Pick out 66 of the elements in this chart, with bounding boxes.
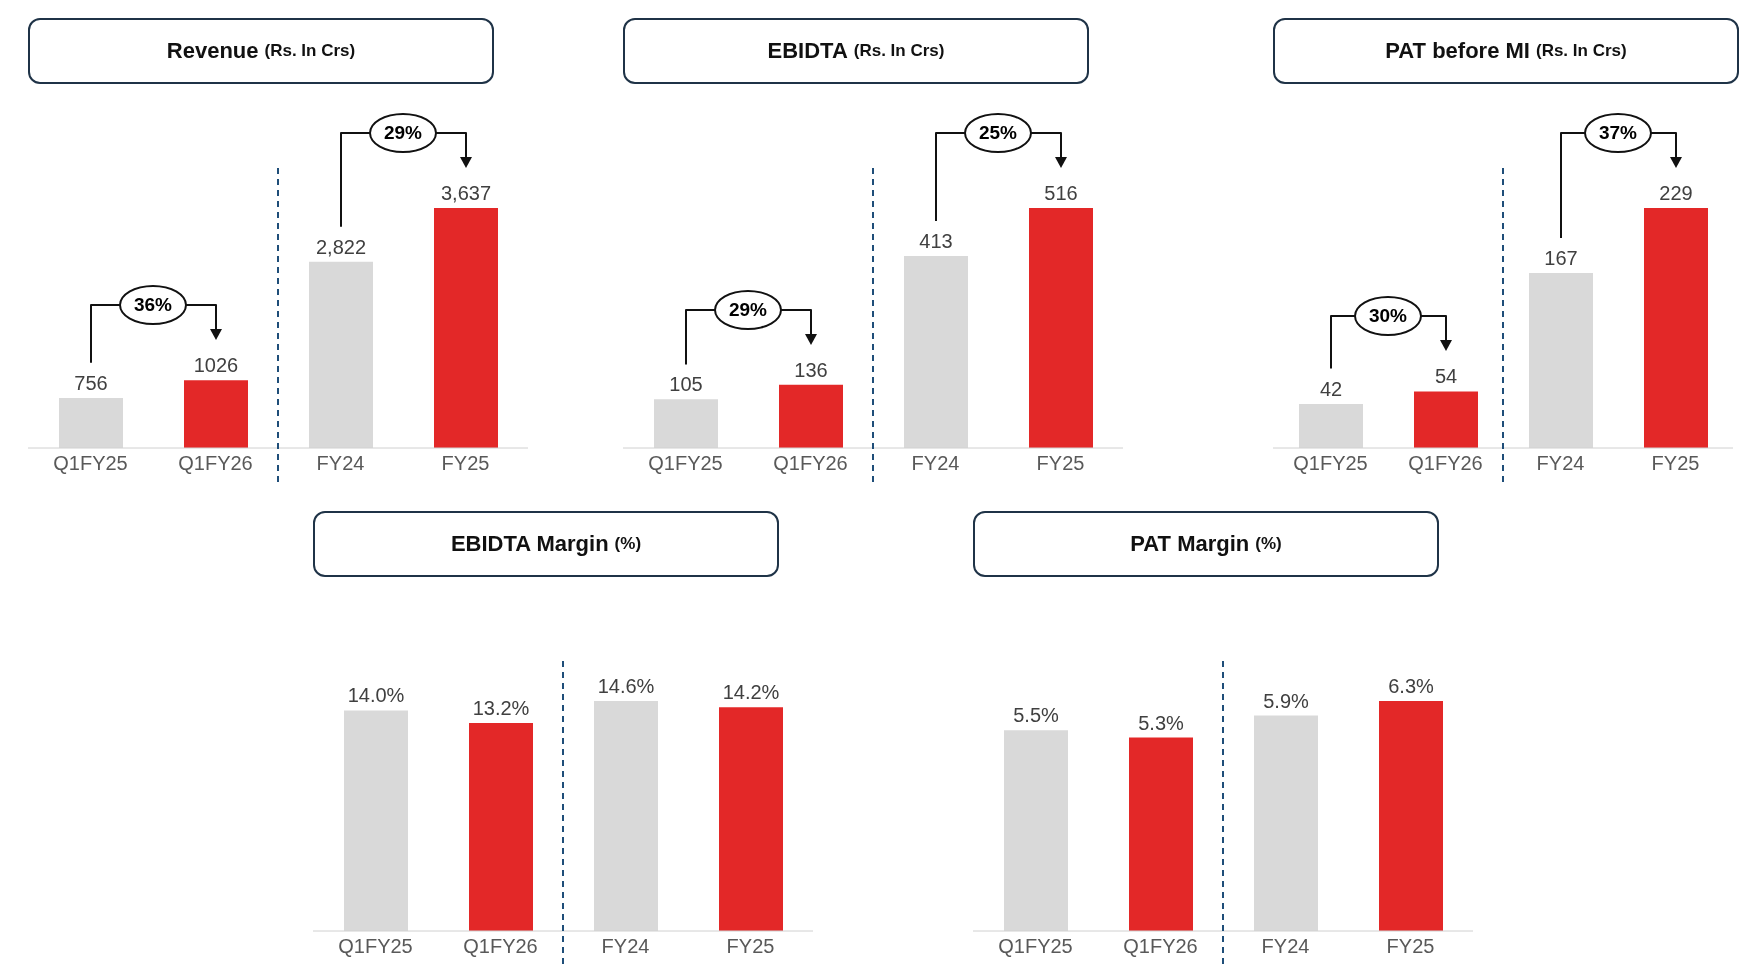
text: 29%	[369, 113, 437, 153]
x-tick-label: Q1FY26	[463, 935, 538, 958]
x-tick-label: FY24	[1536, 452, 1585, 475]
chart-title: Revenue	[166, 38, 259, 64]
x-tick-label: Q1FY26	[773, 452, 848, 475]
bar	[1029, 208, 1093, 448]
text: 37%	[1584, 113, 1652, 153]
bar	[779, 384, 843, 448]
x-tick-label: Q1FY26	[1123, 935, 1198, 958]
x-tick-label: Q1FY25	[648, 452, 723, 475]
data-label: 5.5%	[1013, 704, 1060, 727]
bar	[719, 707, 783, 931]
chart-subtitle: (Rs. In Crs)	[1535, 41, 1627, 61]
x-tick-label: Q1FY25	[53, 452, 128, 475]
chart-subtitle: (%)	[1255, 534, 1282, 554]
chart-title: PAT before MI	[1385, 38, 1530, 64]
data-label: 1026	[193, 354, 239, 377]
data-label: 6.3%	[1388, 675, 1435, 697]
data-label: 5.9%	[1263, 689, 1310, 712]
annotation: 29%	[714, 289, 782, 330]
bar	[1644, 208, 1708, 448]
data-label: 14.2%	[722, 681, 780, 704]
bar	[184, 380, 248, 448]
bar	[1129, 737, 1193, 931]
x-tick-label: FY25	[1036, 452, 1085, 475]
data-label: 5.3%	[1138, 711, 1185, 734]
bar	[1379, 701, 1443, 931]
x-tick-label: FY25	[726, 935, 775, 958]
annotation: 30%	[1354, 296, 1422, 337]
data-label: 2,822	[315, 235, 367, 258]
x-tick-label: FY25	[441, 452, 490, 475]
x-tick-label: FY24	[1261, 935, 1310, 958]
x-tick-label: FY25	[1651, 452, 1700, 475]
data-label: 229	[1659, 182, 1693, 204]
data-label: 13.2%	[472, 697, 530, 720]
data-label: 105	[669, 373, 703, 396]
x-tick-label: Q1FY25	[1293, 452, 1368, 475]
data-label: 167	[1544, 246, 1578, 269]
bar	[469, 723, 533, 931]
chart-title: PAT Margin	[1130, 531, 1250, 557]
text: 25%	[964, 113, 1032, 153]
chart-subtitle: (%)	[614, 534, 642, 554]
x-tick-label: FY24	[911, 452, 960, 475]
chart-title: EBIDTA Margin	[450, 531, 609, 557]
data-label: 136	[794, 358, 828, 381]
data-label: 42	[1319, 377, 1343, 400]
x-tick-label: FY25	[1386, 935, 1435, 958]
chart-subtitle: (Rs. In Crs)	[264, 41, 356, 61]
data-label: 756	[74, 372, 108, 395]
x-tick-label: Q1FY26	[178, 452, 253, 475]
x-tick-label: Q1FY26	[1408, 452, 1483, 475]
data-label: 14.0%	[347, 684, 405, 707]
x-tick-label: Q1FY25	[338, 935, 413, 958]
chart-subtitle: (Rs. In Crs)	[853, 41, 945, 61]
x-tick-label: Q1FY25	[998, 935, 1073, 958]
bar	[434, 208, 498, 448]
x-tick-label: FY24	[601, 935, 650, 958]
data-label: 14.6%	[597, 675, 655, 697]
data-label: 3,637	[440, 182, 492, 204]
data-label: 54	[1434, 365, 1458, 388]
chart-title: EBIDTA	[767, 38, 848, 64]
x-tick-label: FY24	[316, 452, 365, 475]
data-label: 413	[919, 229, 953, 252]
data-label: 516	[1044, 182, 1078, 204]
annotation: 36%	[119, 285, 187, 326]
bar	[1414, 391, 1478, 448]
